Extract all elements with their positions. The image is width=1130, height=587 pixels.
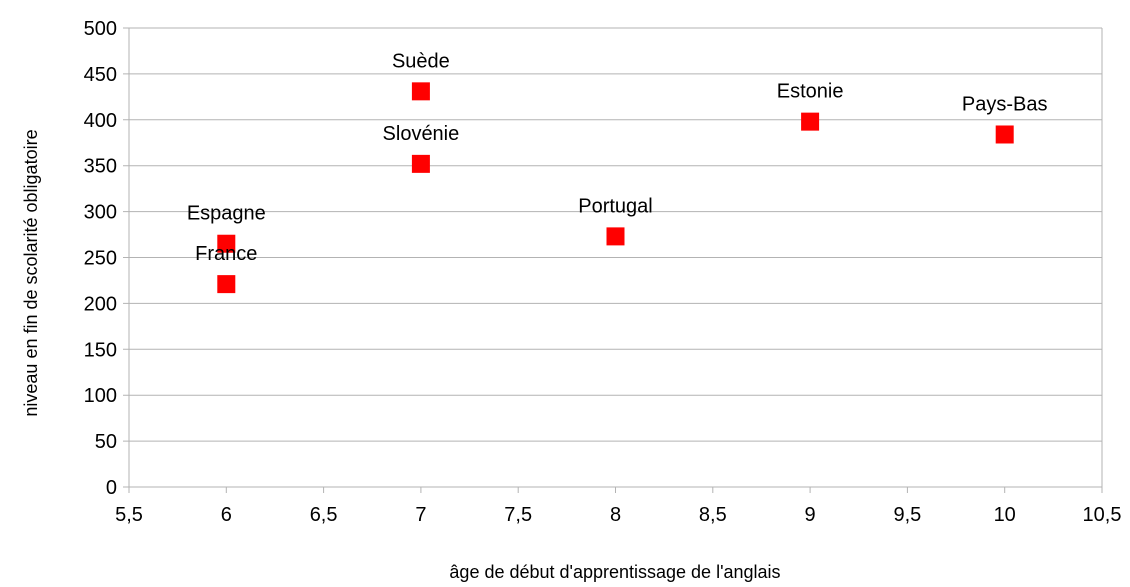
data-point-marker xyxy=(411,82,430,101)
data-point-label: Estonie xyxy=(777,81,844,103)
x-tick-label: 8,5 xyxy=(699,504,727,526)
data-point-marker xyxy=(801,112,820,131)
y-tick-label: 50 xyxy=(95,431,117,453)
x-tick-label: 9,5 xyxy=(893,504,921,526)
tick-labels: 0 50 100 150 200 250 300 350 400 450 500 5,5 6 6,5 7 7,… xyxy=(84,18,1122,526)
y-tick-label: 200 xyxy=(84,293,117,315)
y-tick-label: 500 xyxy=(84,18,117,40)
y-tick-label: 250 xyxy=(84,248,117,270)
data-point-label: Portugal xyxy=(578,195,653,217)
y-tick-label: 400 xyxy=(84,110,117,132)
y-axis-title: niveau en fin de scolarité obligatoire xyxy=(21,129,41,416)
x-tick-label: 7,5 xyxy=(504,504,532,526)
data-point-label: Pays-Bas xyxy=(962,93,1048,115)
y-tick-label: 450 xyxy=(84,64,117,86)
axes xyxy=(128,28,1103,493)
y-tick-label: 150 xyxy=(84,339,117,361)
x-tick-label: 6,5 xyxy=(310,504,338,526)
x-axis-title: âge de début d'apprentissage de l'anglai… xyxy=(449,562,780,582)
x-tick-label: 10 xyxy=(994,504,1016,526)
y-tick-label: 300 xyxy=(84,202,117,224)
data-point-marker xyxy=(411,154,430,173)
data-point-label: Espagne xyxy=(187,203,266,225)
data-point-marker xyxy=(217,234,236,253)
data-points: Espagne France Suède Slovénie Portugal Estoni… xyxy=(187,50,1048,294)
y-tick-label: 0 xyxy=(106,477,117,499)
x-tick-label: 6 xyxy=(221,504,232,526)
data-point-label: France xyxy=(195,243,257,265)
data-point-label: Slovénie xyxy=(383,123,460,145)
data-point-label: Suède xyxy=(392,50,450,72)
x-tick-label: 5,5 xyxy=(115,504,143,526)
x-tick-label: 8 xyxy=(610,504,621,526)
x-tick-label: 10,5 xyxy=(1083,504,1122,526)
y-tick-label: 350 xyxy=(84,156,117,178)
x-tick-label: 7 xyxy=(415,504,426,526)
data-point-marker xyxy=(995,125,1014,144)
gridlines xyxy=(123,27,1102,488)
data-point-marker xyxy=(217,275,236,294)
y-tick-label: 100 xyxy=(84,385,117,407)
data-point-marker xyxy=(606,227,625,246)
x-tick-label: 9 xyxy=(805,504,816,526)
